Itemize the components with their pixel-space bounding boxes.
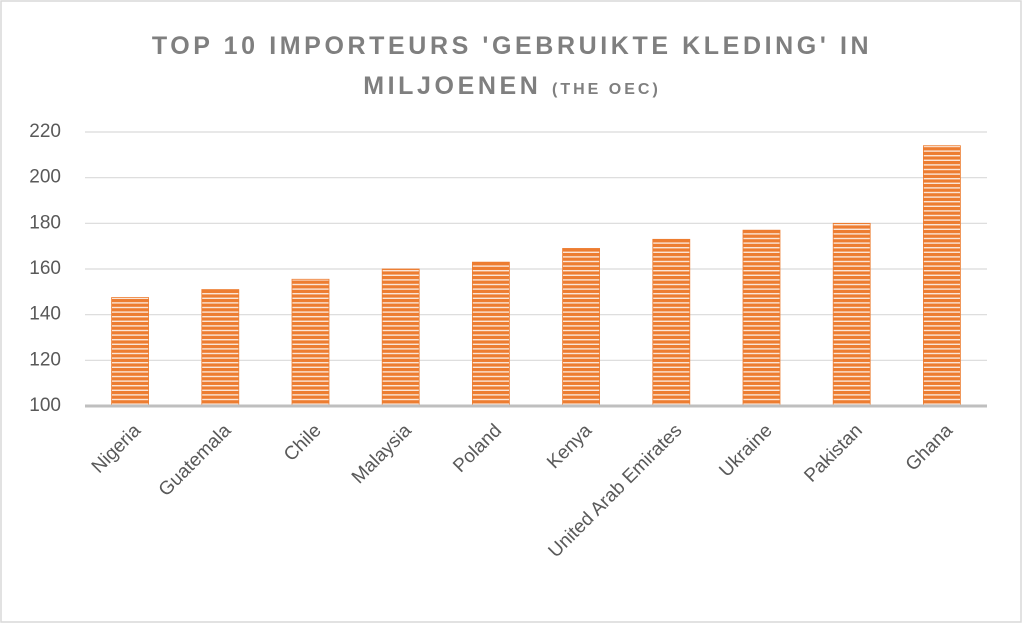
y-tick-label: 100: [29, 395, 61, 416]
bar: [471, 261, 510, 407]
chart-subtitle: (THE OEC): [552, 81, 661, 98]
y-tick-label: 160: [29, 258, 61, 279]
y-tick-label: 180: [29, 212, 61, 233]
bar: [381, 268, 420, 407]
y-tick-label: 200: [29, 167, 61, 188]
chart-title: TOP 10 IMPORTEURS 'GEBRUIKTE KLEDING' IN…: [151, 32, 873, 100]
y-tick-label: 140: [29, 304, 61, 325]
bar: [111, 297, 149, 407]
chart-title-block: TOP 10 IMPORTEURS 'GEBRUIKTE KLEDING' IN…: [122, 26, 902, 110]
bar: [832, 222, 871, 407]
bar: [742, 229, 781, 407]
bar: [652, 238, 691, 407]
y-tick-label: 120: [29, 349, 61, 370]
y-tick-label: 220: [29, 121, 61, 142]
bar: [923, 145, 961, 407]
bar: [562, 248, 600, 407]
bar: [291, 278, 330, 407]
bar: [201, 289, 240, 407]
